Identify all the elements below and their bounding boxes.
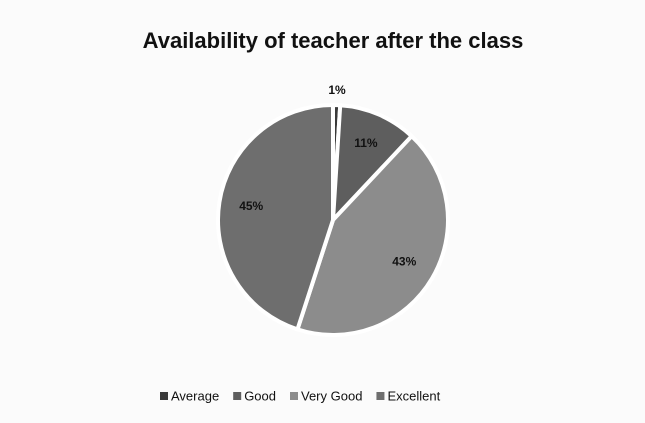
data-label: 1%: [328, 83, 346, 97]
legend-swatch: [376, 392, 385, 400]
data-label: 11%: [354, 136, 378, 150]
legend-swatch: [233, 392, 242, 400]
legend-label: Average: [171, 388, 219, 403]
legend-swatch: [290, 392, 298, 400]
chart-title: Availability of teacher after the class: [143, 28, 524, 53]
pie-slice: [294, 133, 450, 337]
legend-label: Very Good: [301, 388, 362, 403]
data-label: 43%: [392, 254, 416, 268]
legend: Average Good Very Good Excellent: [160, 388, 441, 403]
legend-label: Excellent: [387, 388, 440, 403]
legend-label: Good: [244, 388, 276, 403]
pie-slice: [216, 102, 335, 332]
legend-swatch: [160, 392, 168, 400]
pie: 1% 11% 43% 45%: [216, 83, 450, 337]
data-label: 45%: [239, 199, 263, 213]
